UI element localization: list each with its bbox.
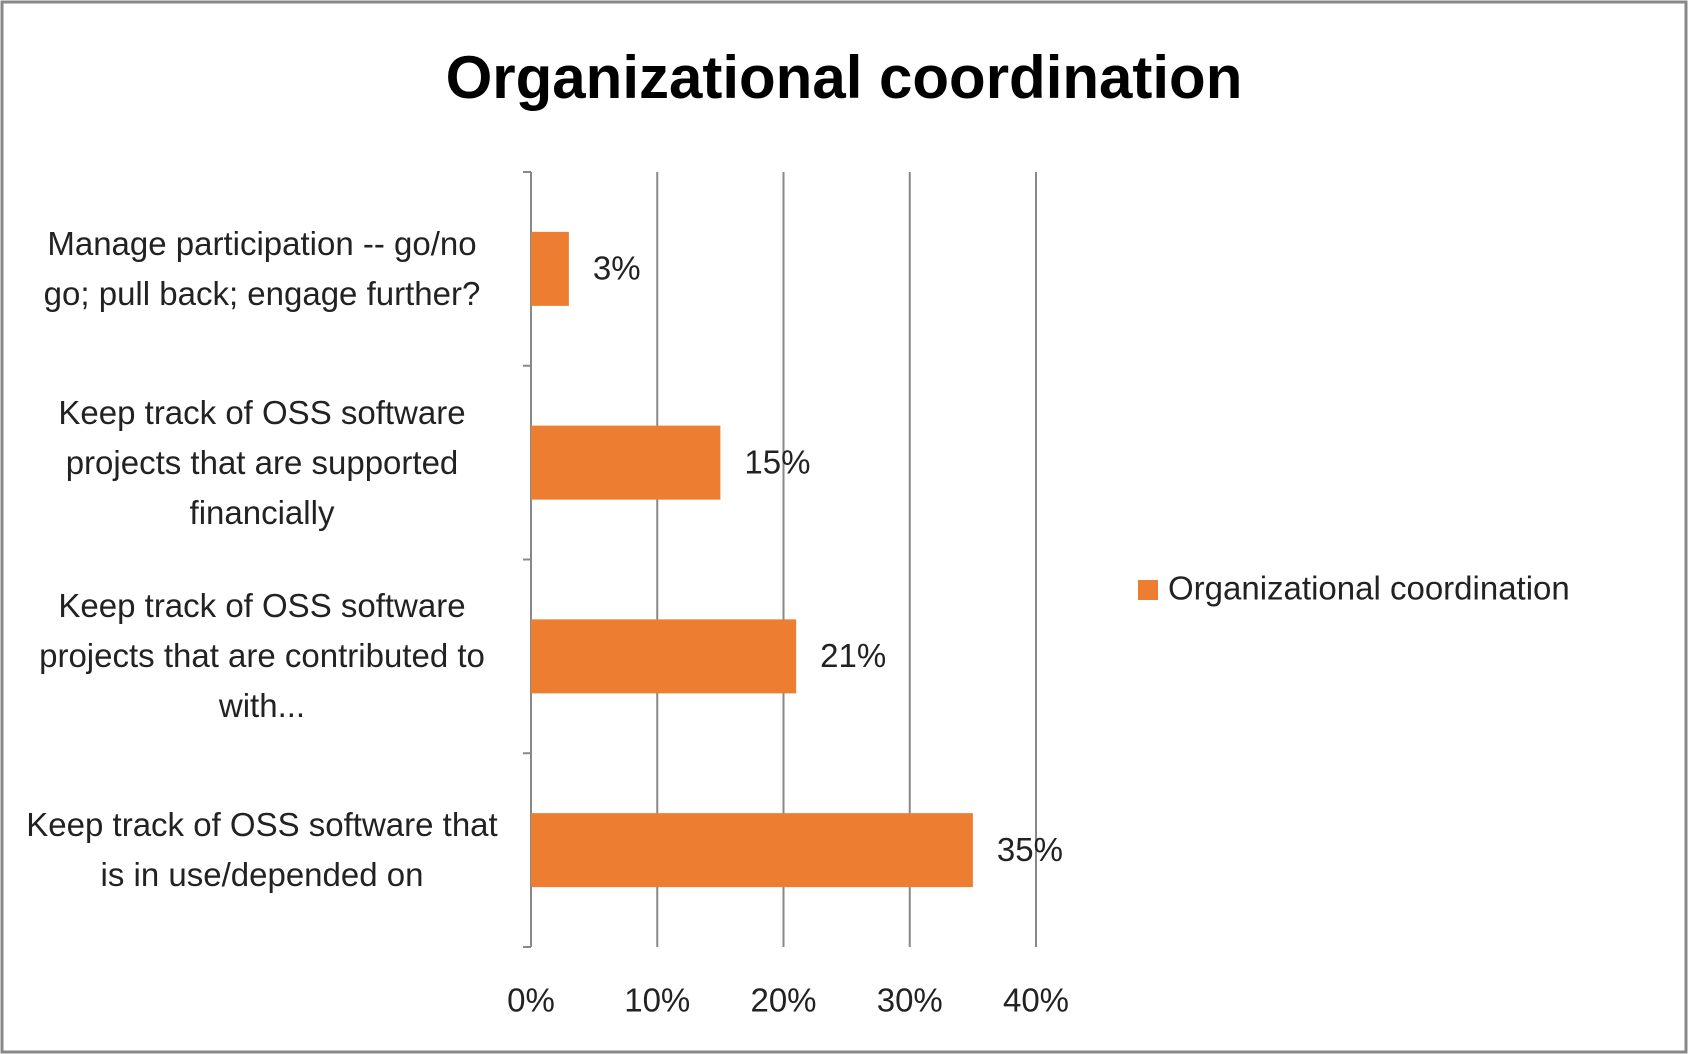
x-tick-label: 30% [877, 982, 943, 1019]
legend-label: Organizational coordination [1168, 570, 1570, 607]
category-label: Keep track of OSS software projects that… [39, 587, 485, 725]
category-label: Keep track of OSS software projects that… [58, 393, 466, 531]
bar [531, 619, 797, 694]
x-tick-label: 10% [624, 982, 690, 1019]
category-label: Manage participation -- go/no go; pull b… [43, 224, 481, 312]
bar [531, 425, 721, 500]
bar [531, 231, 569, 306]
value-label: 35% [997, 831, 1063, 868]
value-label: 21% [820, 637, 886, 674]
category-label: Keep track of OSS software that is in us… [26, 806, 498, 894]
value-label: 15% [744, 443, 810, 480]
x-tick-label: 40% [1003, 982, 1069, 1019]
chart-title: Organizational coordination [446, 44, 1243, 111]
x-tick-label: 0% [507, 982, 555, 1019]
bar [531, 813, 973, 888]
x-tick-label: 20% [750, 982, 816, 1019]
value-label: 3% [593, 250, 641, 287]
legend-swatch [1138, 580, 1158, 600]
